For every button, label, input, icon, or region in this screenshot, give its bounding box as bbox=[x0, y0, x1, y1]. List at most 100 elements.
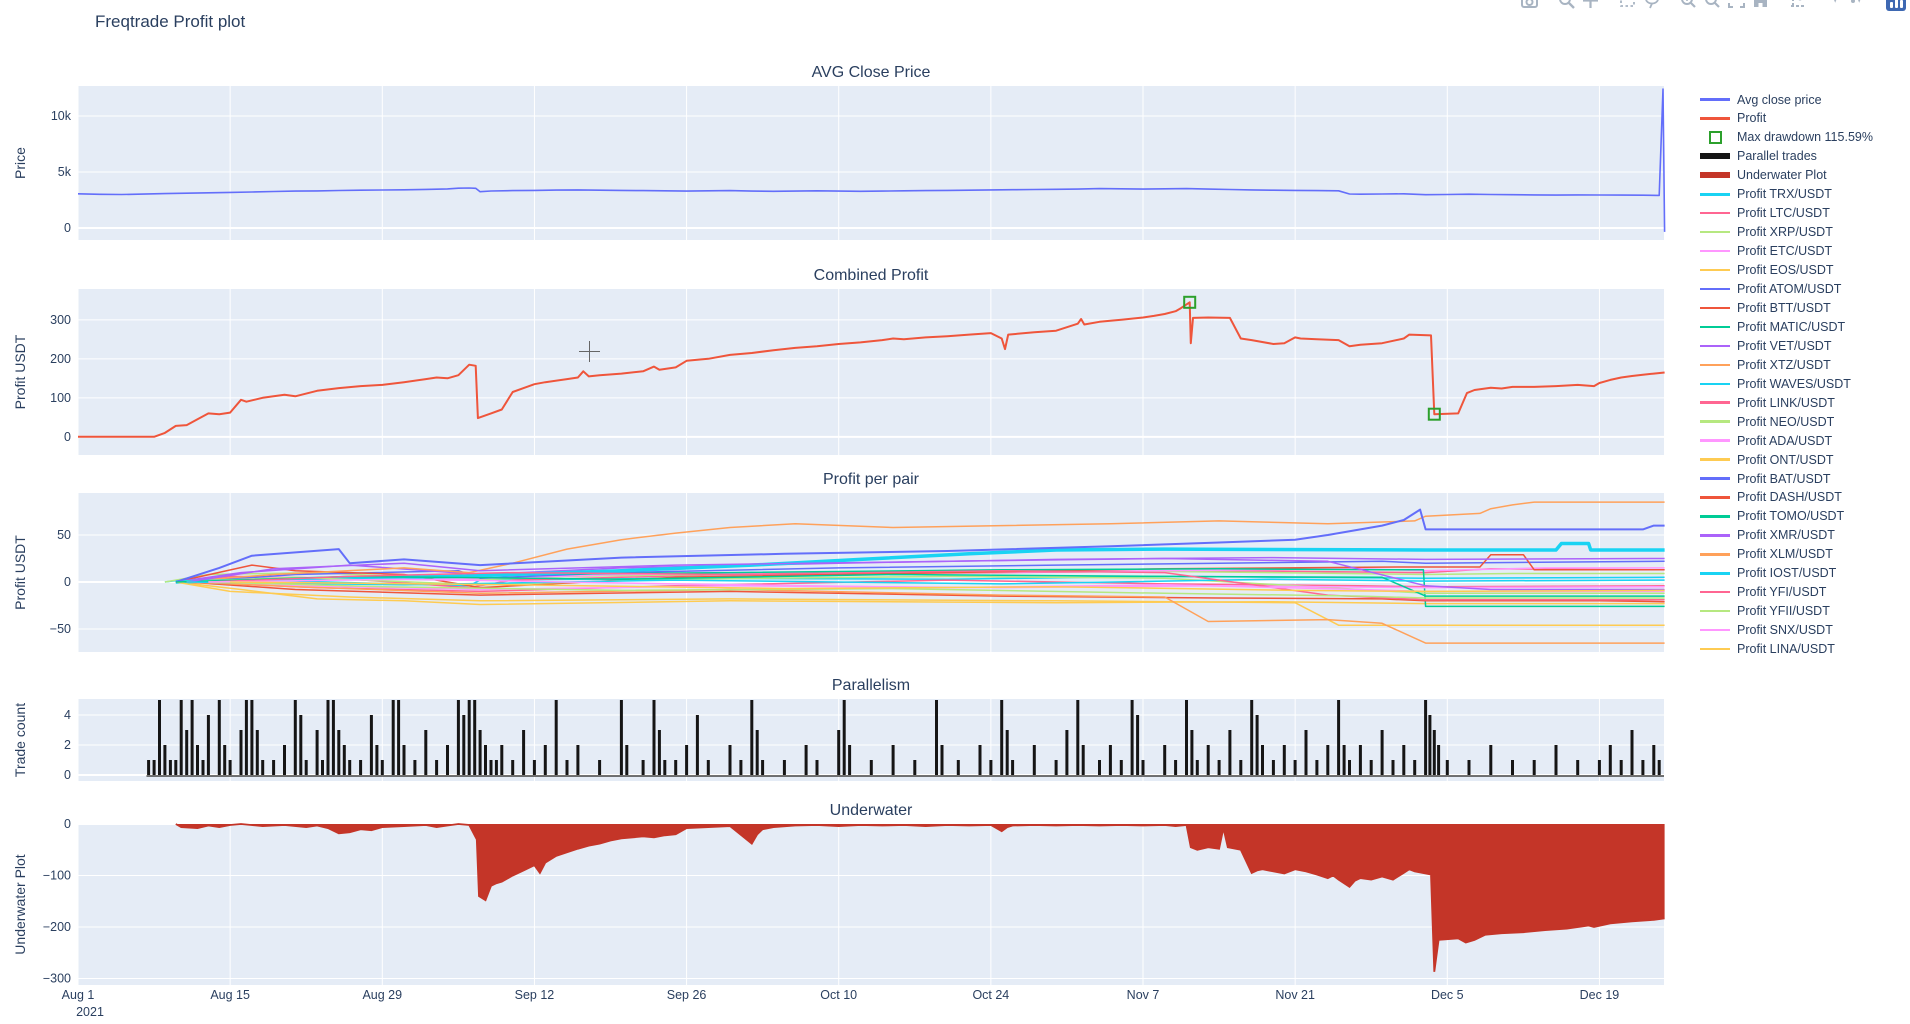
legend-item-profit-vet-usdt[interactable]: Profit VET/USDT bbox=[1700, 336, 1831, 355]
trade-count-bar[interactable] bbox=[1076, 700, 1080, 775]
trade-count-bar[interactable] bbox=[299, 715, 303, 775]
legend-item-profit-neo-usdt[interactable]: Profit NEO/USDT bbox=[1700, 412, 1834, 431]
trade-count-bar[interactable] bbox=[956, 760, 960, 775]
trade-count-bar[interactable] bbox=[1342, 745, 1346, 775]
trade-count-bar[interactable] bbox=[402, 745, 406, 775]
trade-count-bar[interactable] bbox=[152, 760, 156, 775]
trade-count-bar[interactable] bbox=[1136, 715, 1140, 775]
legend-item-profit-xmr-usdt[interactable]: Profit XMR/USDT bbox=[1700, 526, 1835, 545]
trade-count-bar[interactable] bbox=[848, 745, 852, 775]
plotly-logo[interactable] bbox=[1886, 0, 1906, 11]
trade-count-bar[interactable] bbox=[1380, 730, 1384, 775]
trade-count-bar[interactable] bbox=[576, 745, 580, 775]
trade-count-bar[interactable] bbox=[663, 760, 667, 775]
trade-count-bar[interactable] bbox=[217, 700, 221, 775]
trade-count-bar[interactable] bbox=[641, 760, 645, 775]
trade-count-bar[interactable] bbox=[685, 745, 689, 775]
trade-count-bar[interactable] bbox=[1005, 730, 1009, 775]
trade-count-bar[interactable] bbox=[359, 760, 363, 775]
trade-count-bar[interactable] bbox=[348, 760, 352, 775]
legend-item-profit-snx-usdt[interactable]: Profit SNX/USDT bbox=[1700, 621, 1833, 640]
trade-count-bar[interactable] bbox=[315, 730, 319, 775]
trade-count-bar[interactable] bbox=[261, 760, 265, 775]
trade-count-bar[interactable] bbox=[244, 700, 248, 775]
series-line[interactable]: Profit WAVES/USDT bbox=[175, 541, 1665, 584]
series-area[interactable]: Underwater Plot bbox=[175, 824, 1665, 972]
zoom-icon[interactable] bbox=[1557, 0, 1576, 11]
trade-count-bar[interactable] bbox=[391, 700, 395, 775]
trade-count-bar[interactable] bbox=[1065, 730, 1069, 775]
trade-count-bar[interactable] bbox=[891, 745, 895, 775]
hover-compare-icon[interactable] bbox=[1849, 0, 1868, 11]
trade-count-bar[interactable] bbox=[174, 760, 178, 775]
trade-count-bar[interactable] bbox=[674, 760, 678, 775]
trade-count-bar[interactable] bbox=[755, 730, 759, 775]
trade-count-bar[interactable] bbox=[331, 700, 335, 775]
trade-count-bar[interactable] bbox=[1413, 760, 1417, 775]
legend-item-profit-yfi-usdt[interactable]: Profit YFI/USDT bbox=[1700, 583, 1826, 602]
trade-count-bar[interactable] bbox=[1228, 730, 1232, 775]
trade-count-bar[interactable] bbox=[1271, 760, 1275, 775]
trade-count-bar[interactable] bbox=[1206, 745, 1210, 775]
trade-count-bar[interactable] bbox=[1163, 745, 1167, 775]
legend-item-profit-link-usdt[interactable]: Profit LINK/USDT bbox=[1700, 393, 1835, 412]
trade-count-bar[interactable] bbox=[543, 745, 547, 775]
legend-item-profit-dash-usdt[interactable]: Profit DASH/USDT bbox=[1700, 488, 1842, 507]
trade-count-bar[interactable] bbox=[565, 760, 569, 775]
trade-count-bar[interactable] bbox=[1293, 760, 1297, 775]
trade-count-bar[interactable] bbox=[158, 700, 161, 775]
trade-count-bar[interactable] bbox=[750, 700, 754, 775]
trade-count-bar[interactable] bbox=[815, 760, 819, 775]
trade-count-bar[interactable] bbox=[283, 745, 286, 775]
trade-count-bar[interactable] bbox=[489, 760, 493, 775]
trade-count-bar[interactable] bbox=[293, 700, 297, 775]
trade-count-bar[interactable] bbox=[1282, 745, 1286, 775]
series-line[interactable]: Profit YFII/USDT bbox=[208, 581, 1665, 599]
trade-count-bar[interactable] bbox=[1641, 760, 1645, 775]
trade-count-bar[interactable] bbox=[978, 745, 982, 775]
trade-count-bar[interactable] bbox=[1315, 760, 1319, 775]
trade-count-bar[interactable] bbox=[739, 760, 743, 775]
trade-count-bar[interactable] bbox=[913, 760, 917, 775]
trade-count-bar[interactable] bbox=[1081, 745, 1085, 775]
trade-count-bar[interactable] bbox=[342, 745, 346, 775]
trade-count-bar[interactable] bbox=[413, 760, 417, 775]
trade-count-bar[interactable] bbox=[435, 760, 439, 775]
trade-count-bar[interactable] bbox=[1141, 760, 1145, 775]
legend-item-profit-trx-usdt[interactable]: Profit TRX/USDT bbox=[1700, 185, 1832, 204]
legend-item-max-drawdown-115-59-[interactable]: Max drawdown 115.59% bbox=[1700, 128, 1873, 147]
trade-count-bar[interactable] bbox=[337, 730, 341, 775]
legend-item-profit-ada-usdt[interactable]: Profit ADA/USDT bbox=[1700, 431, 1832, 450]
trade-count-bar[interactable] bbox=[1489, 745, 1493, 775]
trade-count-bar[interactable] bbox=[304, 760, 308, 775]
trade-count-bar[interactable] bbox=[1130, 700, 1134, 775]
legend-item-profit-waves-usdt[interactable]: Profit WAVES/USDT bbox=[1700, 374, 1851, 393]
trade-count-bar[interactable] bbox=[511, 760, 515, 775]
trade-count-bar[interactable] bbox=[500, 745, 504, 775]
trade-count-bar[interactable] bbox=[424, 730, 428, 775]
legend-item-profit-xlm-usdt[interactable]: Profit XLM/USDT bbox=[1700, 545, 1833, 564]
trade-count-bar[interactable] bbox=[1261, 745, 1264, 775]
trade-count-bar[interactable] bbox=[179, 700, 183, 775]
pan-icon[interactable] bbox=[1581, 0, 1600, 11]
trade-count-bar[interactable] bbox=[657, 730, 661, 775]
trade-count-bar[interactable] bbox=[163, 745, 167, 775]
trade-count-bar[interactable] bbox=[1337, 700, 1341, 775]
trade-count-bar[interactable] bbox=[1437, 745, 1441, 775]
legend-item-profit[interactable]: Profit bbox=[1700, 109, 1766, 128]
plot-area-price[interactable] bbox=[78, 86, 1664, 240]
trade-count-bar[interactable] bbox=[842, 700, 846, 775]
trade-count-bar[interactable] bbox=[1217, 760, 1221, 775]
legend-item-profit-etc-usdt[interactable]: Profit ETC/USDT bbox=[1700, 242, 1832, 261]
trade-count-bar[interactable] bbox=[619, 700, 623, 775]
trade-count-bar[interactable] bbox=[1174, 760, 1178, 775]
legend-item-profit-lina-usdt[interactable]: Profit LINA/USDT bbox=[1700, 640, 1835, 659]
series-line[interactable]: Avg close price bbox=[77, 88, 1666, 232]
trade-count-bar[interactable] bbox=[1424, 700, 1428, 775]
series-line[interactable]: Profit BAT/USDT bbox=[175, 508, 1665, 583]
series-line[interactable]: Profit IOST/USDT bbox=[186, 578, 1665, 586]
legend-item-profit-iost-usdt[interactable]: Profit IOST/USDT bbox=[1700, 564, 1836, 583]
trade-count-bar[interactable] bbox=[397, 700, 401, 775]
trade-count-bar[interactable] bbox=[494, 760, 498, 775]
legend-item-underwater-plot[interactable]: Underwater Plot bbox=[1700, 166, 1827, 185]
